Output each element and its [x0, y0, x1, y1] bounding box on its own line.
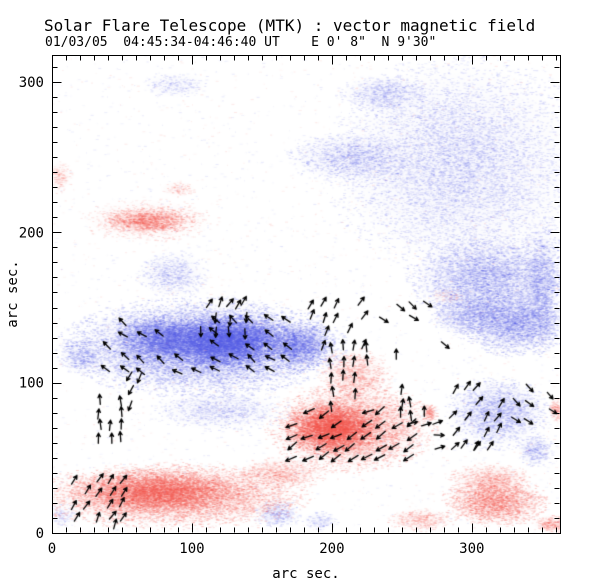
- y-axis-label: arc sec.: [5, 260, 21, 327]
- magnetogram-canvas: [52, 55, 560, 533]
- x-axis-label: arc sec.: [272, 566, 339, 582]
- x-tick-label: 0: [48, 541, 56, 557]
- x-tick-label: 300: [459, 541, 484, 557]
- chart-subtitle: 01/03/05 04:45:34-04:46:40 UT E 0' 8" N …: [45, 35, 437, 50]
- y-tick-label: 0: [36, 526, 44, 542]
- x-tick-label: 100: [179, 541, 204, 557]
- y-tick-label: 100: [19, 376, 44, 392]
- y-tick-label: 200: [19, 225, 44, 241]
- chart-title: Solar Flare Telescope (MTK) : vector mag…: [44, 16, 536, 35]
- plot-frame: [52, 55, 561, 534]
- y-tick-label: 300: [19, 75, 44, 91]
- x-tick-label: 200: [319, 541, 344, 557]
